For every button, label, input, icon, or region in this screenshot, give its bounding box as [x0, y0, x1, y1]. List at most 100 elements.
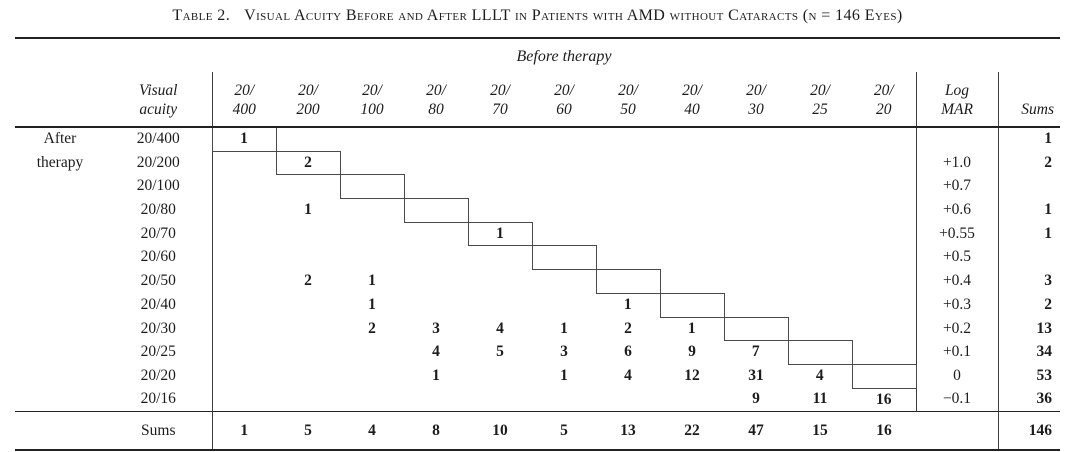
cell	[788, 127, 852, 151]
after-therapy-label	[15, 293, 105, 317]
cell	[468, 199, 532, 223]
cell: 11	[812, 390, 828, 408]
cell	[852, 222, 916, 246]
cell	[340, 127, 404, 151]
column-sum: 15	[788, 411, 852, 452]
before-col-header: 20/100	[340, 72, 404, 128]
cell: 31	[748, 366, 764, 384]
cell	[660, 127, 724, 151]
cell: 1	[304, 201, 312, 219]
before-col-header: 20/80	[404, 72, 468, 128]
cell	[724, 199, 788, 223]
diagonal-cell	[787, 340, 853, 365]
cell	[276, 341, 340, 365]
grand-total: 146	[997, 411, 1060, 452]
cell	[211, 364, 276, 389]
cell	[276, 222, 340, 246]
column-sum: 47	[724, 411, 788, 452]
after-header-spacer	[15, 72, 105, 128]
cell	[788, 175, 852, 199]
column-sum: 13	[596, 411, 660, 452]
after-therapy-label	[15, 317, 105, 341]
diagonal-cell	[851, 363, 917, 389]
cell: 1	[560, 366, 568, 384]
table-row: After 20/400 1 1	[15, 126, 1060, 152]
cell	[852, 199, 916, 223]
cell	[468, 151, 532, 175]
cell	[276, 388, 340, 412]
cell: 1	[560, 319, 568, 337]
after-therapy-label	[15, 388, 105, 412]
column-sum: 22	[660, 411, 724, 452]
cell	[468, 246, 532, 270]
cell	[532, 222, 596, 246]
cell	[340, 199, 404, 223]
cell	[468, 364, 532, 388]
title-rule	[15, 37, 1060, 39]
logmar-value: +0.6	[915, 198, 998, 223]
logmar-header: Log MAR	[915, 72, 998, 128]
row-sum: 53	[997, 364, 1060, 389]
cell	[596, 388, 660, 412]
row-sum: 2	[997, 293, 1060, 318]
logmar-value	[915, 127, 998, 152]
cell	[660, 175, 724, 199]
cell	[211, 245, 276, 270]
cell	[788, 199, 852, 223]
cell	[276, 246, 340, 270]
before-col-header: 20/400	[211, 72, 276, 128]
cell	[468, 127, 532, 151]
table-header: Visual acuity 20/400 20/200 20/100 20/80 20/70…	[15, 72, 1060, 128]
cell	[211, 269, 276, 294]
diagonal-cell	[595, 269, 661, 294]
column-sum: 1	[211, 411, 276, 452]
crosstab-table: Visual acuity 20/400 20/200 20/100 20/80 20/70…	[15, 72, 1060, 452]
diagonal-cell: 1	[211, 126, 277, 152]
diagonal-cell	[403, 198, 469, 223]
row-acuity-label: 20/40	[140, 295, 176, 313]
after-therapy-label: After	[43, 130, 77, 148]
before-col-header: 20/200	[276, 72, 340, 128]
cell	[211, 388, 276, 412]
cell	[532, 293, 596, 317]
cell	[532, 127, 596, 151]
cell	[404, 246, 468, 270]
row-sum: 1	[997, 127, 1060, 152]
cell: 9	[752, 390, 760, 408]
cell	[852, 293, 916, 317]
after-therapy-label	[15, 364, 105, 388]
cell	[596, 199, 660, 223]
row-sum: 3	[997, 269, 1060, 294]
cell	[724, 151, 788, 175]
after-therapy-label: therapy	[36, 153, 84, 171]
cell	[724, 293, 788, 317]
row-sum	[997, 245, 1060, 270]
cell	[788, 246, 852, 270]
row-acuity-label: 20/30	[140, 319, 176, 337]
cell	[211, 174, 276, 199]
table-row: 20/100 +0.7	[15, 174, 1060, 200]
row-acuity-label: 20/25	[140, 343, 176, 361]
cell	[852, 270, 916, 294]
table-row: 20/40 1 1 +0.3 2	[15, 292, 1060, 318]
table-row: 20/80 1 +0.6 1	[15, 198, 1060, 223]
row-sum: 1	[997, 222, 1060, 246]
before-therapy-group-label: Before therapy	[516, 48, 612, 65]
cell	[660, 222, 724, 246]
diagonal-cell: 2	[275, 150, 341, 176]
after-therapy-label	[15, 175, 105, 199]
before-col-header: 20/30	[724, 72, 788, 128]
cell: 5	[496, 343, 504, 361]
cell	[852, 151, 916, 175]
cell	[276, 175, 340, 199]
table-row: 20/25 4 5 3 6 9 7 +0.1 34	[15, 340, 1060, 365]
cell	[468, 293, 532, 317]
logmar-value: +0.1	[915, 340, 998, 365]
table-body: After 20/400 1 1 therapy 20/200 2 +1.0 2 20/100 +0…	[15, 126, 1060, 412]
cell: 6	[624, 343, 632, 361]
row-acuity-label: 20/50	[140, 272, 176, 290]
cell	[596, 127, 660, 151]
cell	[404, 270, 468, 294]
crosstab-table-wrap: Visual acuity 20/400 20/200 20/100 20/80 20/70…	[15, 72, 1060, 452]
cell	[211, 293, 276, 318]
